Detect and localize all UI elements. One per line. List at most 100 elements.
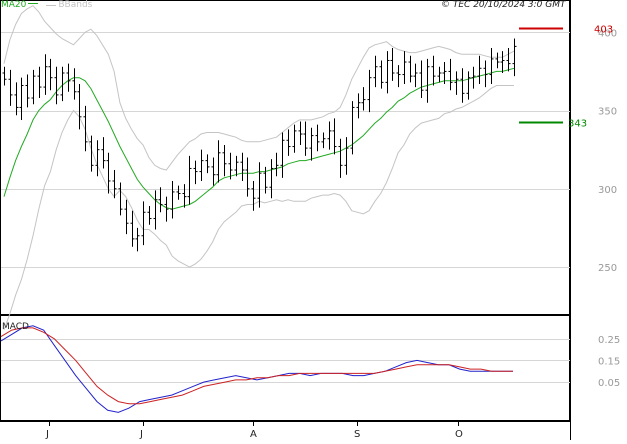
ohlc-bar [269, 159, 274, 199]
ohlc-bar [95, 140, 100, 177]
ohlc-bar [315, 124, 320, 152]
ohlc-bar [228, 152, 233, 180]
ohlc-bar [327, 121, 332, 150]
ohlc-bar [460, 68, 465, 103]
ohlc-bar [48, 58, 53, 91]
chart-legend: MA20 BBands [1, 0, 92, 11]
ohlc-bar [402, 51, 407, 84]
ohlc-bar [164, 196, 169, 222]
ohlc-bar [489, 47, 494, 84]
ohlc-bar [437, 66, 442, 83]
ohlc-bar [477, 55, 482, 84]
ohlc-bar [77, 83, 82, 130]
ohlc-bar [251, 180, 256, 211]
legend-ma20: MA20 [1, 0, 38, 10]
ohlc-bar [216, 140, 221, 183]
ohlc-bar [106, 152, 111, 194]
price-tick-label: 400 [598, 28, 617, 39]
ohlc-bar [135, 227, 140, 252]
ohlc-bar [54, 66, 59, 105]
ohlc-bar [25, 74, 30, 108]
ohlc-bar [199, 149, 204, 181]
macd-line [0, 325, 513, 413]
ohlc-bar [176, 185, 181, 200]
ohlc-bar [442, 62, 447, 84]
x-axis-month-label: A [250, 429, 257, 440]
macd-tick-label: 0.25 [598, 335, 620, 346]
ohlc-bar [187, 155, 192, 205]
ohlc-bar [158, 187, 163, 213]
ohlc-bar [379, 60, 384, 89]
ohlc-bar [413, 63, 418, 88]
ohlc-bar [344, 137, 349, 175]
ohlc-bar [153, 190, 158, 230]
ohlc-bar [356, 93, 361, 119]
ohlc-bar [89, 135, 94, 172]
ohlc-bar [500, 51, 505, 73]
ohlc-bar [118, 182, 123, 216]
price-tick-label: 350 [598, 107, 617, 118]
ohlc-bar [425, 58, 430, 103]
ohlc-bar [483, 60, 488, 88]
ohlc-bar [466, 71, 471, 100]
ohlc-bar [274, 152, 279, 177]
ohlc-bar [367, 69, 372, 113]
ohlc-bar [292, 124, 297, 153]
ohlc-bar [8, 69, 13, 106]
ohlc-bar [101, 137, 106, 169]
ohlc-bar [147, 206, 152, 225]
price-tick-label: 250 [598, 263, 617, 274]
ohlc-bar [419, 60, 424, 99]
ohlc-bar [60, 66, 65, 102]
ohlc-bar [245, 157, 250, 197]
ohlc-bar [361, 87, 366, 111]
ohlc-bar [373, 55, 378, 88]
ohlc-bar [205, 154, 210, 174]
ohlc-bar [431, 55, 436, 86]
ohlc-bar [280, 132, 285, 178]
ohlc-bar [66, 63, 71, 92]
resistance-level-label: 403 [594, 25, 613, 36]
bollinger-lower-band [3, 85, 514, 330]
ohlc-bar [263, 166, 268, 194]
ohlc-bar [222, 144, 227, 177]
ohlc-bar [321, 132, 326, 149]
bollinger-upper-band [3, 5, 515, 171]
price-panel-frame [0, 0, 570, 315]
x-axis-month-label: O [455, 429, 463, 440]
macd-panel-title: MACD [2, 322, 29, 332]
macd-tick-label: 0.15 [598, 356, 620, 367]
ohlc-bar [309, 127, 314, 161]
macd-tick-label: 0.05 [598, 378, 620, 389]
ohlc-bar [37, 66, 42, 99]
ohlc-bar [303, 121, 308, 156]
price-tick-label: 300 [598, 185, 617, 196]
x-axis-month-label: J [139, 429, 143, 440]
ohlc-bar [390, 47, 395, 81]
ohlc-bar [234, 155, 239, 177]
ohlc-bar [182, 184, 187, 208]
ohlc-bar [495, 52, 500, 69]
ohlc-bar [43, 54, 48, 95]
ohlc-bar [408, 55, 413, 83]
ohlc-bar [454, 71, 459, 95]
ohlc-bar [298, 121, 303, 145]
macd-panel-frame [0, 315, 570, 421]
ohlc-bar [2, 66, 7, 86]
ohlc-bar [141, 201, 146, 246]
ohlc-bar [396, 65, 401, 88]
ohlc-bar [193, 160, 198, 185]
ohlc-bar [72, 68, 77, 100]
ohlc-bar [124, 199, 129, 235]
ohlc-bar [286, 129, 291, 156]
ohlc-bar [385, 51, 390, 94]
ohlc-bar [471, 66, 476, 89]
macd-signal-line [0, 327, 513, 405]
ohlc-bar [130, 210, 135, 247]
ohlc-bar [240, 152, 245, 181]
ohlc-bar [112, 170, 117, 199]
ohlc-bar [338, 138, 343, 178]
ohlc-bar [448, 58, 453, 91]
ohlc-bar [31, 69, 36, 105]
